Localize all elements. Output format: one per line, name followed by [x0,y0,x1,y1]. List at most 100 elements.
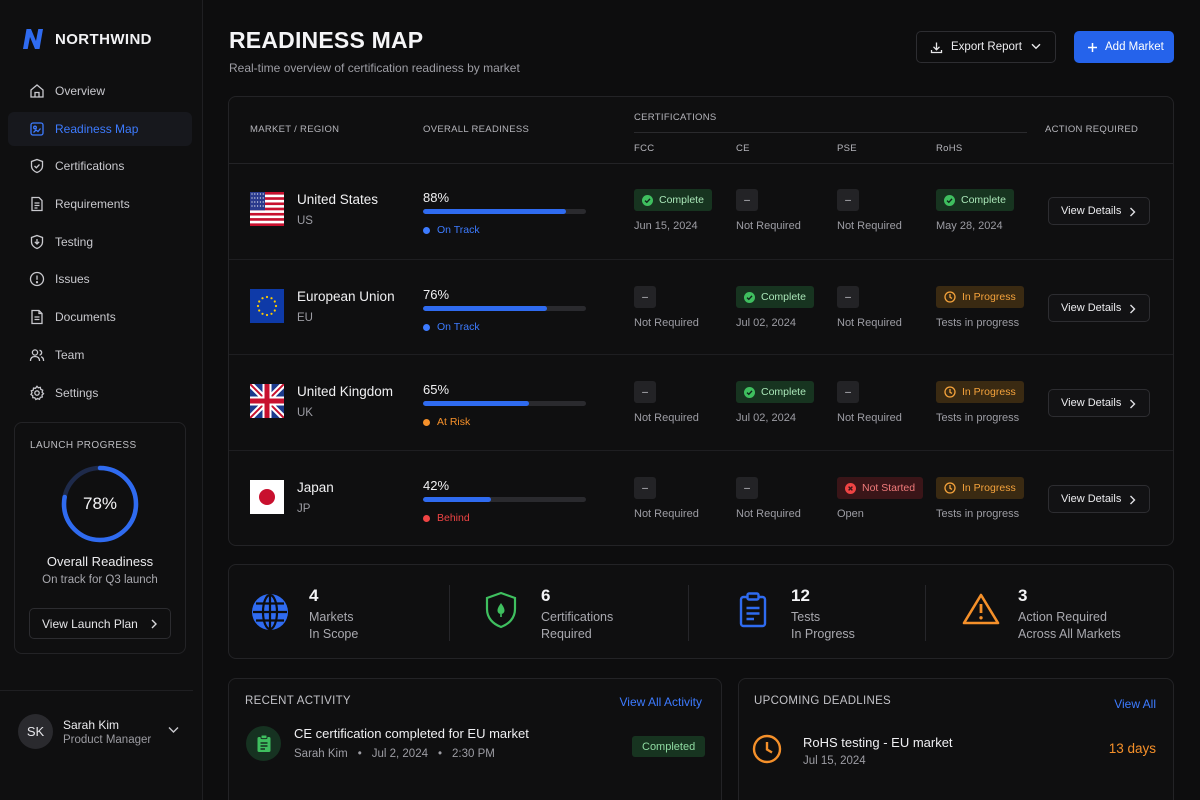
status-dot [423,226,430,234]
stat-value: 6 [541,586,551,605]
view-details-label: View Details [1061,397,1122,409]
us-flag-icon [250,192,284,226]
view-details-button[interactable]: View Details [1048,197,1150,225]
check-circle-icon [944,194,955,206]
stat-value: 4 [309,586,319,605]
column-header-action: ACTION REQUIRED [1045,124,1139,135]
launch-progress-title: LAUNCH PROGRESS [30,440,137,451]
add-market-button[interactable]: Add Market [1074,31,1174,63]
view-details-label: View Details [1061,493,1122,505]
readiness-bar [423,401,586,406]
shield-icon [29,234,45,250]
upcoming-deadlines-title: UPCOMING DEADLINES [754,695,892,707]
deadline-remaining: 13 days [1108,741,1156,756]
view-details-button[interactable]: View Details [1048,389,1150,417]
sidebar-item-documents[interactable]: Documents [8,300,192,334]
badge-label: – [845,386,851,398]
chevron-down-icon [1031,43,1041,50]
cert-detail-pse: Not Required [837,317,902,329]
stat-sublabel: In Scope [309,627,359,641]
activity-date: Jul 2, 2024 [371,748,428,760]
readiness-bar [423,306,586,311]
page-title: READINESS MAP [229,27,424,53]
column-header-certifications: CERTIFICATIONS [634,112,717,123]
sidebar-item-label: Requirements [55,197,130,212]
status-dot [423,323,430,331]
badge-label: – [845,291,851,303]
cert-badge-pse: – [837,286,859,308]
cert-badge-pse: – [837,381,859,403]
sidebar-item-team[interactable]: Team [8,338,192,372]
certifications-divider [634,132,1027,133]
activity-title: CE certification completed for EU market [294,726,529,741]
launch-progress-card: LAUNCH PROGRESS 78% Overall Readiness On… [14,422,186,654]
chevron-down-icon[interactable] [168,726,179,734]
readiness-status: On Track [423,224,480,236]
brand[interactable]: NORTHWIND [22,28,152,50]
sidebar-item-issues[interactable]: Issues [8,262,192,296]
stat-label: Tests [791,610,821,624]
activity-time: 2:30 PM [452,748,495,760]
badge-label: – [744,194,750,206]
sidebar-item-settings[interactable]: Settings [8,376,192,410]
readiness-status: On Track [423,321,480,333]
sidebar-item-requirements[interactable]: Requirements [8,187,192,221]
chevron-right-icon [1129,495,1136,505]
users-icon [29,347,45,363]
column-header-pse: PSE [837,143,857,154]
badge-label: – [642,482,648,494]
market-code: EU [297,312,313,324]
cert-badge-ce: Complete [736,381,814,403]
cert-detail-fcc: Not Required [634,412,699,424]
jp-flag-icon [250,480,284,514]
view-launch-plan-button[interactable]: View Launch Plan [29,608,171,639]
view-details-button[interactable]: View Details [1048,294,1150,322]
sidebar-item-certifications[interactable]: Certifications [8,149,192,183]
alert-circle-icon [29,271,45,287]
sidebar-item-testing[interactable]: Testing [8,225,192,259]
stat-label: Markets [309,610,354,624]
badge-label: – [642,386,648,398]
stat-label: Certifications [541,610,614,624]
badge-label: Complete [659,194,704,206]
status-label: On Track [437,321,480,333]
cert-badge-rohs: Complete [936,189,1014,211]
sidebar-item-readiness-map[interactable]: Readiness Map [8,111,192,146]
document-icon [29,196,45,212]
brand-name: NORTHWIND [55,30,152,48]
stat-tests: 12 Tests In Progress [705,565,925,660]
launch-progress-percent: 78% [82,494,118,513]
readiness-bar [423,497,586,502]
stat-value: 3 [1018,586,1028,605]
export-report-label: Export Report [951,41,1022,53]
view-all-deadlines-link[interactable]: View All [1114,697,1156,711]
shield-icon [484,591,518,629]
export-report-button[interactable]: Export Report [916,31,1056,63]
user-profile[interactable]: SK Sarah Kim Product Manager [18,714,188,750]
view-details-button[interactable]: View Details [1048,485,1150,513]
view-all-activity-link[interactable]: View All Activity [619,695,702,709]
upcoming-deadlines-card: UPCOMING DEADLINES View All RoHS testing… [738,678,1174,800]
readiness-percent: 65% [423,382,450,397]
market-code: US [297,215,313,227]
launch-progress-ring [61,465,139,543]
sidebar-item-overview[interactable]: Overview [8,74,192,108]
status-dot [423,514,430,522]
cert-detail-ce: Not Required [736,508,801,520]
badge-label: – [744,482,750,494]
badge-label: – [642,291,648,303]
header-divider [229,163,1173,164]
cert-badge-pse: Not Started [837,477,924,499]
readiness-percent: 76% [423,287,450,302]
cert-badge-ce: – [736,189,758,211]
status-dot [423,418,430,426]
cert-badge-rohs: In Progress [936,381,1024,403]
readiness-percent: 42% [423,478,450,493]
cert-badge-fcc: Complete [634,189,712,211]
stat-label: Action Required [1018,610,1107,624]
cert-detail-fcc: Not Required [634,317,699,329]
sidebar-item-label: Certifications [55,159,125,174]
table-row: United Kingdom UK 65% At Risk – Not Required C… [229,354,1173,449]
status-label: Behind [437,512,470,524]
deadline-title: RoHS testing - EU market [803,735,953,750]
